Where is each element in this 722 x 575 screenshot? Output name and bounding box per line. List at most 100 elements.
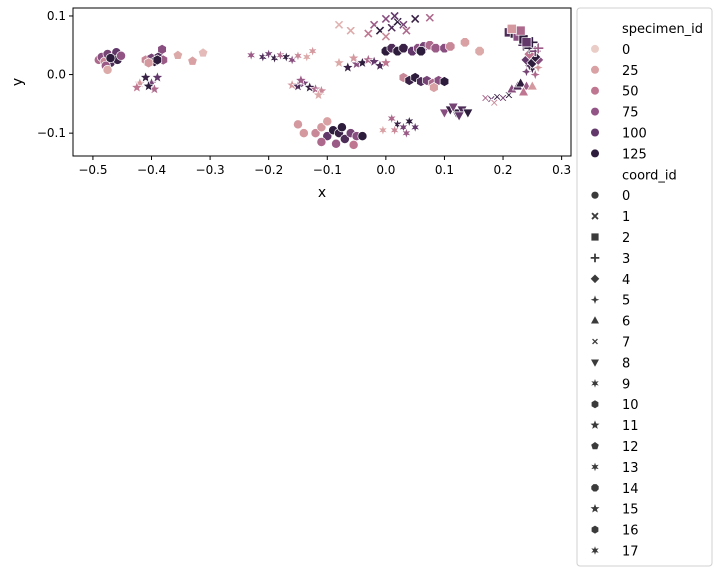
legend-style-marker	[591, 316, 599, 324]
legend-style-marker	[590, 420, 600, 429]
legend-style-label: 1	[622, 210, 630, 225]
data-point	[363, 28, 374, 39]
legend-hue-marker	[591, 86, 599, 95]
data-point	[348, 139, 359, 150]
data-point	[388, 123, 401, 137]
data-point	[341, 60, 355, 74]
data-point	[347, 51, 361, 64]
x-axis: −0.5 −0.4 −0.3 −0.2 −0.1 0.0 0.1 0.2 0.3	[78, 156, 571, 177]
data-point	[424, 12, 435, 23]
data-point	[447, 102, 459, 114]
data-point	[298, 128, 309, 139]
data-point	[438, 108, 451, 119]
x-tick-label: −0.3	[196, 163, 225, 177]
legend-style-label: 9	[622, 377, 630, 392]
data-point	[521, 37, 532, 48]
legend-hue-marker	[591, 65, 599, 74]
legend-style-label: 0	[622, 189, 630, 204]
data-point	[515, 25, 526, 36]
x-tick-label: −0.2	[254, 163, 283, 177]
y-axis-label: y	[10, 78, 26, 86]
legend-style-marker	[591, 484, 599, 492]
data-point	[498, 93, 508, 103]
legend-hue-marker	[591, 128, 599, 137]
legend-style-marker	[590, 504, 600, 513]
legend-style-label: 5	[622, 294, 630, 309]
legend-hue-marker	[591, 44, 599, 53]
data-point	[389, 10, 400, 22]
y-tick-label: −0.1	[37, 126, 66, 140]
data-point	[380, 31, 391, 42]
data-point	[429, 81, 439, 93]
data-point	[322, 131, 333, 142]
legend-style-label: 8	[622, 356, 630, 371]
data-point	[274, 48, 287, 62]
data-point	[380, 13, 391, 24]
data-point	[306, 44, 319, 58]
legend-style-label: 2	[622, 231, 630, 246]
data-point	[316, 136, 327, 147]
data-point	[293, 119, 303, 130]
data-point	[150, 70, 165, 84]
x-axis-label: x	[318, 185, 326, 201]
data-point	[280, 50, 292, 64]
data-point	[332, 55, 346, 69]
legend-hue-label: 75	[622, 106, 639, 121]
data-point	[308, 82, 323, 95]
legend-style-marker	[591, 379, 599, 388]
legend: specimen_id0255075100125coord_id01234567…	[590, 22, 703, 560]
data-point	[262, 47, 275, 61]
legend-style-marker	[591, 462, 599, 472]
legend-hue-title: specimen_id	[622, 22, 703, 37]
legend-style-marker	[591, 233, 599, 241]
data-point	[361, 52, 375, 66]
legend-style-marker	[591, 191, 599, 199]
data-point	[515, 77, 527, 88]
data-point	[439, 76, 450, 88]
data-point	[409, 120, 421, 134]
legend-style-label: 11	[622, 419, 639, 434]
data-point	[294, 73, 308, 87]
data-point	[310, 128, 321, 139]
data-point	[462, 108, 474, 119]
data-point	[105, 53, 116, 64]
data-point	[102, 64, 113, 75]
data-point	[336, 122, 347, 133]
data-point	[316, 122, 327, 133]
legend-style-marker	[591, 359, 599, 367]
legend-style-label: 4	[622, 273, 630, 288]
axes-frame	[72, 7, 572, 157]
data-point	[333, 19, 345, 30]
legend-style-marker	[592, 338, 598, 345]
x-tick-label: −0.5	[78, 163, 107, 177]
legend-style-title: coord_id	[622, 168, 677, 183]
legend-style-label: 13	[622, 461, 639, 476]
legend-style-label: 7	[622, 336, 630, 351]
data-point	[245, 48, 257, 62]
data-point	[517, 85, 530, 97]
y-axis: −0.1 0.0 0.1	[37, 9, 73, 140]
points-layer	[93, 10, 545, 150]
data-point	[445, 41, 456, 52]
data-point	[141, 79, 156, 92]
legend-style-marker	[591, 525, 599, 534]
legend-style-label: 15	[622, 503, 639, 518]
data-point	[116, 50, 126, 61]
x-tick-label: 0.1	[435, 163, 454, 177]
legend-style-label: 6	[622, 315, 630, 330]
data-point	[197, 47, 209, 58]
data-point	[430, 43, 441, 54]
x-tick-label: 0.2	[493, 163, 512, 177]
legend-style-label: 10	[622, 398, 639, 413]
legend-hue-label: 0	[622, 43, 630, 58]
data-point	[367, 54, 381, 68]
legend-hue-marker	[591, 149, 599, 158]
legend-style-marker	[590, 253, 600, 263]
legend-style-label: 12	[622, 440, 639, 455]
legend-style-marker	[591, 212, 599, 220]
legend-hue-label: 50	[622, 85, 639, 100]
data-point	[403, 114, 416, 129]
data-point	[398, 43, 409, 54]
legend-style-label: 16	[622, 524, 639, 539]
